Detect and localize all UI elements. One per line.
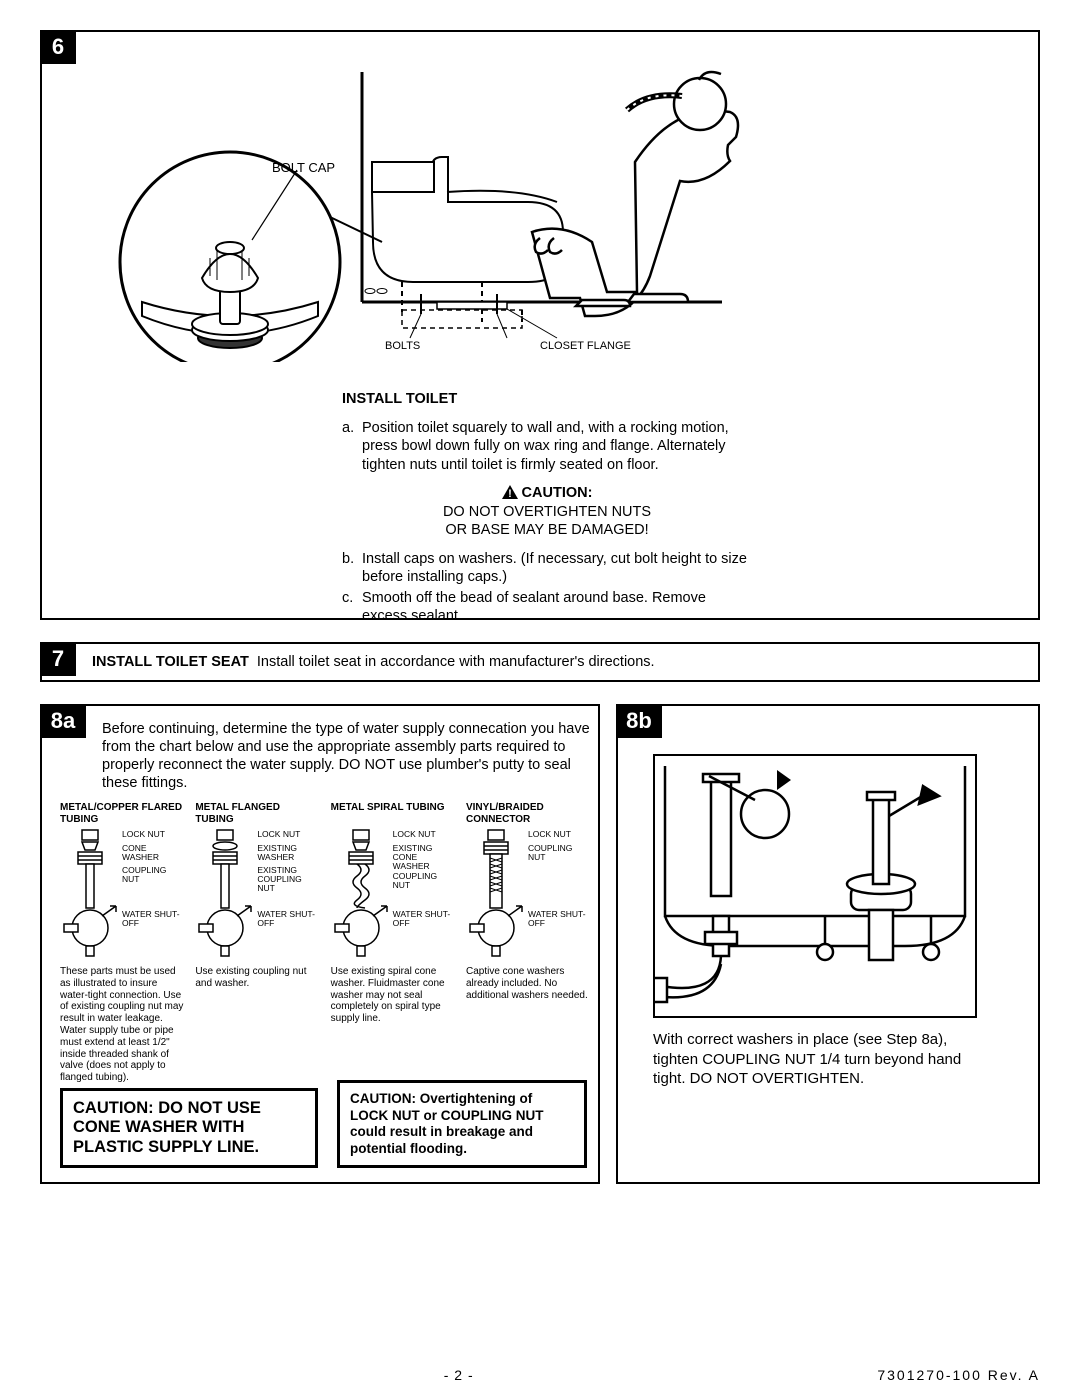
part-label: COUPLING NUT <box>528 844 590 862</box>
warning-icon: ! <box>502 485 518 499</box>
col-metal-spiral: METAL SPIRAL TUBING <box>331 802 455 1084</box>
svg-text:!: ! <box>508 488 512 499</box>
col-diagram: LOCK NUT EXISTING WASHER EXISTING COUPLI… <box>195 828 319 958</box>
part-label: CONE WASHER <box>122 844 184 862</box>
label-bolt-cap: BOLT CAP <box>272 160 335 175</box>
part-label: WATER SHUT-OFF <box>257 910 319 928</box>
part-label: WATER SHUT-OFF <box>528 910 590 928</box>
step6-item-b: b. Install caps on washers. (If necessar… <box>342 550 752 587</box>
panel-step-6: 6 <box>40 30 1040 620</box>
page: 6 <box>0 0 1080 1397</box>
part-label: EXISTING WASHER <box>257 844 319 862</box>
step-badge-8a: 8a <box>40 704 86 738</box>
col-head: VINYL/BRAIDED CONNECTOR <box>466 802 590 828</box>
page-footer: - 2 - 7301270-100 Rev. A <box>40 1367 1040 1383</box>
step6-caution: ! CAUTION: DO NOT OVERTIGHTEN NUTS OR BAS… <box>342 484 752 540</box>
marker-c: c. <box>342 589 362 626</box>
col-head: METAL/COPPER FLARED TUBING <box>60 802 184 828</box>
part-label: COUPLING NUT <box>393 872 455 890</box>
col-metal-flanged: METAL FLANGED TUBING <box>195 802 319 1084</box>
part-label: EXISTING CONE WASHER <box>393 844 455 871</box>
caution-label: CAUTION: <box>522 485 593 501</box>
page-number: - 2 - <box>444 1367 474 1383</box>
text-a: Position toilet squarely to wall and, wi… <box>362 419 752 475</box>
col-head: METAL SPIRAL TUBING <box>331 802 455 828</box>
step8a-chart: METAL/COPPER FLARED TUBING <box>60 802 590 1084</box>
caution-overtighten: CAUTION: Overtightening of LOCK NUT or C… <box>337 1080 587 1168</box>
marker-a: a. <box>342 419 362 475</box>
text-b: Install caps on washers. (If necessary, … <box>362 550 752 587</box>
step8b-text: With correct washers in place (see Step … <box>653 1030 983 1089</box>
valve-diagram-icon <box>331 828 391 958</box>
col-note: Use existing spiral cone washer. Fluidma… <box>331 966 455 1025</box>
panel-step-8b: 8b <box>616 704 1040 1184</box>
col-note: Captive cone washers already included. N… <box>466 966 590 1001</box>
caution-line2: OR BASE MAY BE DAMAGED! <box>342 521 752 540</box>
step8b-illustration <box>653 754 977 1018</box>
valve-diagram-icon <box>60 828 120 958</box>
label-closet-flange: CLOSET FLANGE <box>540 340 631 352</box>
valve-diagram-icon <box>195 828 255 958</box>
marker-b: b. <box>342 550 362 587</box>
row-step-8: 8a Before continuing, determine the type… <box>40 704 1040 1184</box>
caution-line1: DO NOT OVERTIGHTEN NUTS <box>342 503 752 522</box>
doc-revision: 7301270-100 Rev. A <box>877 1367 1040 1383</box>
col-head: METAL FLANGED TUBING <box>195 802 319 828</box>
col-note: These parts must be used as illustrated … <box>60 966 184 1084</box>
part-label: COUPLING NUT <box>122 866 184 884</box>
text-c: Smooth off the bead of sealant around ba… <box>362 589 752 626</box>
step6-instructions: INSTALL TOILET a. Position toilet square… <box>342 390 752 628</box>
step-badge-8b: 8b <box>616 704 662 738</box>
part-label: LOCK NUT <box>393 830 436 839</box>
panel-step-8a: 8a Before continuing, determine the type… <box>40 704 600 1184</box>
step-badge-6: 6 <box>40 30 76 64</box>
step-badge-7: 7 <box>40 642 76 676</box>
col-diagram: LOCK NUT COUPLING NUT WATER SHUT-OFF <box>466 828 590 958</box>
step6-item-a: a. Position toilet squarely to wall and,… <box>342 419 752 475</box>
caution-cone-washer: CAUTION: DO NOT USE CONE WASHER WITH PLA… <box>60 1088 318 1168</box>
part-label: LOCK NUT <box>528 830 571 839</box>
col-metal-copper: METAL/COPPER FLARED TUBING <box>60 802 184 1084</box>
step6-heading: INSTALL TOILET <box>342 390 752 409</box>
part-label: LOCK NUT <box>122 830 165 839</box>
col-note: Use existing coupling nut and washer. <box>195 966 319 990</box>
part-label: WATER SHUT-OFF <box>393 910 455 928</box>
step7-text: INSTALL TOILET SEAT Install toilet seat … <box>92 654 655 670</box>
step6-item-c: c. Smooth off the bead of sealant around… <box>342 589 752 626</box>
col-vinyl: VINYL/BRAIDED CONNECTOR <box>466 802 590 1084</box>
part-label: WATER SHUT-OFF <box>122 910 184 928</box>
step7-body: Install toilet seat in accordance with m… <box>257 654 655 670</box>
valve-diagram-icon <box>466 828 526 958</box>
part-label: LOCK NUT <box>257 830 300 839</box>
step8a-intro: Before continuing, determine the type of… <box>102 720 592 793</box>
panel-step-7: 7 INSTALL TOILET SEAT Install toilet sea… <box>40 642 1040 682</box>
col-diagram: LOCK NUT EXISTING CONE WASHER COUPLING N… <box>331 828 455 958</box>
step6-illustration <box>102 42 742 362</box>
col-diagram: LOCK NUT CONE WASHER COUPLING NUT WATER … <box>60 828 184 958</box>
step7-heading: INSTALL TOILET SEAT <box>92 654 249 670</box>
part-label: EXISTING COUPLING NUT <box>257 866 319 893</box>
label-bolts: BOLTS <box>385 340 420 352</box>
